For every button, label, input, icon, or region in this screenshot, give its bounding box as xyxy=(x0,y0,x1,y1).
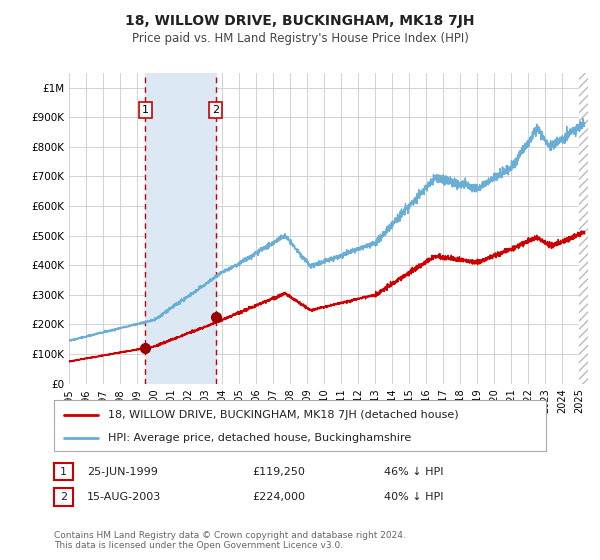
Text: 2: 2 xyxy=(60,492,67,502)
Text: 1: 1 xyxy=(142,105,149,115)
Text: 40% ↓ HPI: 40% ↓ HPI xyxy=(384,492,443,502)
Text: 46% ↓ HPI: 46% ↓ HPI xyxy=(384,466,443,477)
Text: £224,000: £224,000 xyxy=(252,492,305,502)
Text: 25-JUN-1999: 25-JUN-1999 xyxy=(87,466,158,477)
Text: 2: 2 xyxy=(212,105,219,115)
Bar xyxy=(580,73,588,384)
Text: 18, WILLOW DRIVE, BUCKINGHAM, MK18 7JH: 18, WILLOW DRIVE, BUCKINGHAM, MK18 7JH xyxy=(125,14,475,28)
Text: Price paid vs. HM Land Registry's House Price Index (HPI): Price paid vs. HM Land Registry's House … xyxy=(131,32,469,45)
Text: 18, WILLOW DRIVE, BUCKINGHAM, MK18 7JH (detached house): 18, WILLOW DRIVE, BUCKINGHAM, MK18 7JH (… xyxy=(108,409,459,419)
Text: £119,250: £119,250 xyxy=(252,466,305,477)
Text: 1: 1 xyxy=(60,466,67,477)
Bar xyxy=(580,73,588,384)
Text: HPI: Average price, detached house, Buckinghamshire: HPI: Average price, detached house, Buck… xyxy=(108,433,412,443)
Text: Contains HM Land Registry data © Crown copyright and database right 2024.
This d: Contains HM Land Registry data © Crown c… xyxy=(54,530,406,550)
Text: 15-AUG-2003: 15-AUG-2003 xyxy=(87,492,161,502)
Bar xyxy=(145,73,215,384)
